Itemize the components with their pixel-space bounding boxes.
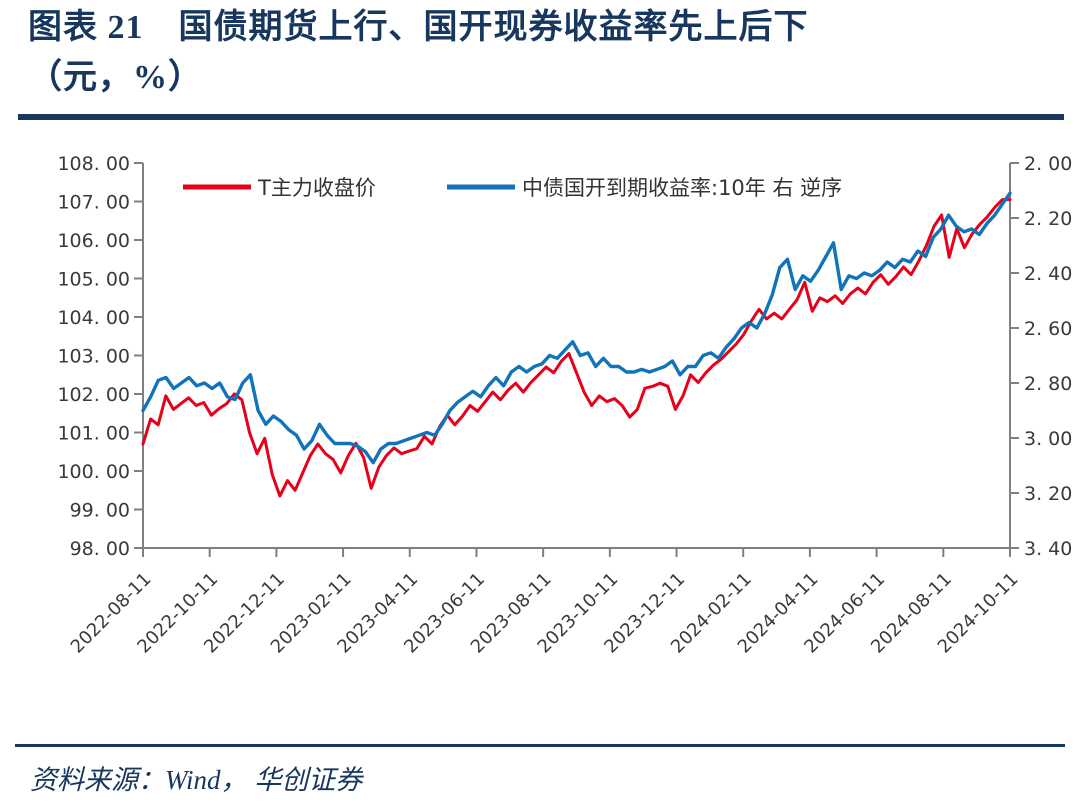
legend-item-series-cdb-yield: 中债国开到期收益率:10年 右 逆序 (447, 176, 842, 200)
left-tick-label: 103. 00 (57, 346, 130, 368)
right-tick-label: 3. 00 (1024, 428, 1072, 450)
left-tick-label: 98. 00 (70, 538, 130, 560)
right-tick-label: 3. 40 (1024, 538, 1072, 560)
title-divider (18, 114, 1064, 120)
data-source: 资料来源：Wind， 华创证券 (30, 765, 363, 795)
right-tick-label: 2. 80 (1024, 373, 1072, 395)
figure-title-line2: （元，%） (28, 59, 203, 96)
left-tick-label: 102. 00 (57, 384, 130, 406)
footer-divider (15, 744, 1065, 747)
series-t-futures-line (141, 198, 1012, 498)
left-tick-label: 101. 00 (57, 423, 130, 445)
right-tick-label: 2. 40 (1024, 263, 1072, 285)
series-t-futures-legend-label: T主力收盘价 (257, 176, 376, 200)
series-cdb-yield-line (141, 191, 1012, 465)
left-tick-label: 107. 00 (57, 192, 130, 214)
right-tick-label: 2. 00 (1024, 153, 1072, 175)
right-tick-label: 3. 20 (1024, 483, 1072, 505)
figure-title-line1: 图表 21 国债期货上行、国开现券收益率先上后下 (28, 9, 809, 46)
axes (142, 163, 1011, 549)
x-axis-labels: 2022-08-112022-10-112022-12-112023-02-11… (67, 548, 1023, 658)
left-tick-label: 104. 00 (57, 307, 130, 329)
right-tick-label: 2. 20 (1024, 208, 1072, 230)
left-tick-label: 100. 00 (57, 461, 130, 483)
left-tick-label: 105. 00 (57, 269, 130, 291)
right-axis-labels: 2. 00 2. 20 2. 40 2. 60 2. 80 3. 00 3. 20 3. 40 (1010, 153, 1072, 560)
bond-futures-yield-line-chart: 108. 00 107. 00 106. 00 105. 00 104. 00 103. … (57, 153, 1072, 658)
right-tick-label: 2. 60 (1024, 318, 1072, 340)
left-tick-label: 106. 00 (57, 230, 130, 252)
legend-item-series-t-futures: T主力收盘价 (183, 176, 376, 200)
left-axis-labels: 108. 00 107. 00 106. 00 105. 00 104. 00 103. … (57, 153, 143, 560)
legend: T主力收盘价 中债国开到期收益率:10年 右 逆序 (183, 176, 842, 200)
left-tick-label: 99. 00 (70, 500, 130, 522)
series-cdb-yield-legend-label: 中债国开到期收益率:10年 右 逆序 (522, 176, 842, 200)
left-tick-label: 108. 00 (57, 153, 130, 175)
